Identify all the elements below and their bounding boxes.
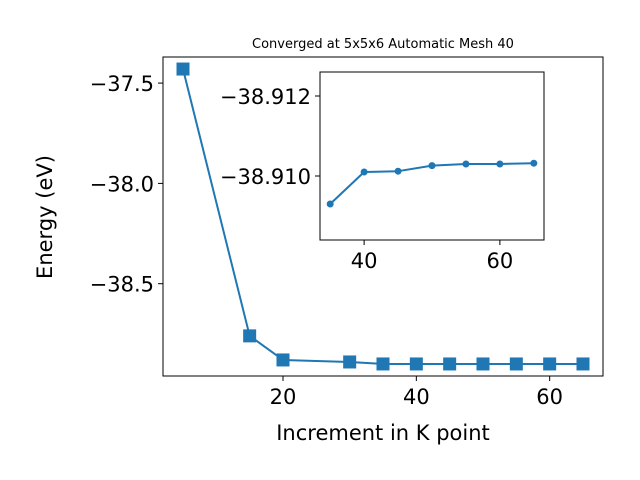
- chart-title: Converged at 5x5x6 Automatic Mesh 40: [252, 37, 514, 52]
- main-plot: 20 40 60 −37.5 −38.0 −38.5: [90, 56, 604, 409]
- main-data-point: [176, 62, 190, 76]
- x-axis-label: Increment in K point: [276, 421, 490, 445]
- main-data-point: [543, 357, 557, 371]
- main-y-tick-label: −38.0: [90, 172, 154, 196]
- main-y-tick-label: −37.5: [90, 72, 154, 96]
- inset-data-point: [360, 168, 368, 176]
- main-data-point: [443, 357, 457, 371]
- main-x-tick-label: 60: [536, 385, 563, 409]
- inset-y-tick-label: −38.912: [220, 85, 311, 109]
- inset-background: [320, 72, 544, 240]
- main-data-point: [509, 357, 523, 371]
- main-x-tick-label: 40: [403, 385, 430, 409]
- main-data-point: [243, 329, 257, 343]
- main-data-point: [476, 357, 490, 371]
- inset-frame: [319, 71, 545, 241]
- inset-data-point: [394, 167, 402, 175]
- inset-data-point: [326, 200, 334, 208]
- inset-data-point: [428, 162, 436, 170]
- inset-data-point: [496, 160, 504, 168]
- main-data-point: [343, 355, 357, 369]
- main-y-tick-label: −38.5: [90, 273, 154, 297]
- inset-x-tick-label: 40: [351, 249, 378, 273]
- inset-y-tick-label: −38.910: [220, 165, 311, 189]
- inset-plot: 40 60 −38.912 −38.910: [220, 71, 545, 273]
- inset-data-point: [530, 159, 538, 167]
- main-data-point: [376, 357, 390, 371]
- main-data-point: [409, 357, 423, 371]
- main-x-tick-label: 20: [270, 385, 297, 409]
- y-axis-label: Energy (eV): [33, 155, 57, 279]
- inset-x-tick-label: 60: [487, 249, 514, 273]
- main-frame: [162, 56, 604, 377]
- inset-data-point: [462, 160, 470, 168]
- main-data-point: [276, 353, 290, 367]
- main-data-point: [576, 357, 590, 371]
